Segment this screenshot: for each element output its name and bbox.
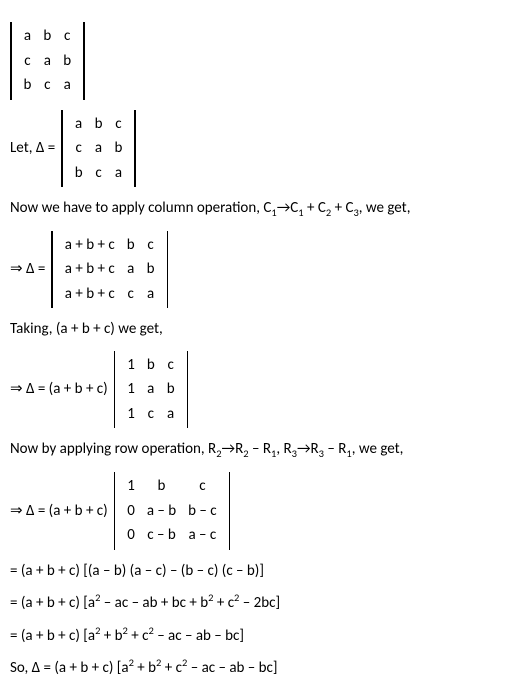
det-cell: b – c <box>182 499 222 524</box>
det-bar-right <box>187 351 189 429</box>
let-prefix: Let, Δ = <box>10 137 55 160</box>
det-cell: a <box>161 402 181 427</box>
text-row-operation: Now by applying row operation, R2→R2 – R… <box>10 438 501 462</box>
t: = (a + b + c) [a <box>10 627 95 645</box>
det-bar-right <box>134 110 136 188</box>
t: + b <box>134 659 156 677</box>
t: , we get, <box>352 440 404 458</box>
t: →R <box>297 440 319 458</box>
det-cell: a + b + c <box>59 257 121 282</box>
t: Now we have to apply column operation, C <box>10 199 271 217</box>
det-cell: c <box>161 353 181 378</box>
eq4-prefix: ⇒ Δ = (a + b + c) <box>10 500 108 523</box>
det-cell: 1 <box>121 474 141 499</box>
t: – ac – ab – bc] <box>154 627 244 645</box>
det-cell: c <box>182 474 222 499</box>
eq-after-rowop: ⇒ Δ = (a + b + c) 1 b c 0 a – b b – c 0 … <box>10 472 501 550</box>
text-column-operation: Now we have to apply column operation, C… <box>10 197 501 221</box>
expansion-2: = (a + b + c) [a2 – ac – ab + bc + b2 + … <box>10 590 501 615</box>
det-cell: c – b <box>141 523 182 548</box>
det-cell: a <box>69 112 89 137</box>
t: Now by applying row operation, R <box>10 440 216 458</box>
t: , R <box>276 440 291 458</box>
det-cell: 1 <box>121 402 141 427</box>
det-cell: b <box>89 112 109 137</box>
det-cell: b <box>57 49 77 74</box>
det-cell: b <box>141 474 182 499</box>
det-cell: b <box>161 377 181 402</box>
expansion-3: = (a + b + c) [a2 + b2 + c2 – ac – ab – … <box>10 623 501 648</box>
eq-after-colop: ⇒ Δ = a + b + c b c a + b + c a b a + b … <box>10 231 501 309</box>
det-cell: b <box>121 233 141 258</box>
det-4: 1 b c 0 a – b b – c 0 c – b a – c <box>114 472 230 550</box>
t: – ac – ab + bc + b <box>100 594 208 612</box>
t: + C <box>304 199 326 217</box>
det-cell: a <box>141 377 161 402</box>
eq3-prefix: ⇒ Δ = (a + b + c) <box>10 378 108 401</box>
det-cell: c <box>141 402 161 427</box>
t: + c <box>128 627 149 645</box>
det-cell: a – c <box>182 523 222 548</box>
det-1: a b c c a b b c a <box>61 110 136 188</box>
t: + c <box>213 594 234 612</box>
determinant-initial: a b c c a b b c a <box>10 22 501 100</box>
t: + b <box>100 627 122 645</box>
det-cell: c <box>18 49 38 74</box>
t: →R <box>222 440 244 458</box>
t: →C <box>277 199 299 217</box>
t: = (a + b + c) [a <box>10 594 95 612</box>
det-cell: b <box>108 136 128 161</box>
det-cell: a <box>18 24 38 49</box>
det-cell: a <box>57 73 77 98</box>
conclusion: So, Δ = (a + b + c) [a2 + b2 + c2 – ac –… <box>10 655 501 680</box>
t: + C <box>331 199 353 217</box>
det-cell: b <box>141 353 161 378</box>
det-cell: c <box>141 233 161 258</box>
det-0: a b c c a b b c a <box>10 22 85 100</box>
det-2: a + b + c b c a + b + c a b a + b + c c … <box>51 231 168 309</box>
det-cell: a <box>37 49 57 74</box>
det-cell: c <box>57 24 77 49</box>
det-cell: c <box>69 136 89 161</box>
det-cell: c <box>89 161 109 186</box>
det-cell: b <box>18 73 38 98</box>
det-cell: a <box>141 282 161 307</box>
t: – R <box>249 440 271 458</box>
det-cell: a – b <box>141 499 182 524</box>
t: – ac – ab – bc] <box>187 659 277 677</box>
det-cell: c <box>108 112 128 137</box>
det-bar-right <box>229 472 231 550</box>
let-equation: Let, Δ = a b c c a b b c a <box>10 110 501 188</box>
t: – 2bc] <box>239 594 280 612</box>
det-cell: a <box>121 257 141 282</box>
det-cell: c <box>37 73 57 98</box>
det-cell: b <box>141 257 161 282</box>
eq2-prefix: ⇒ Δ = <box>10 258 45 281</box>
det-3: 1 b c 1 a b 1 c a <box>114 351 188 429</box>
det-cell: a <box>108 161 128 186</box>
t: , we get, <box>359 199 411 217</box>
det-cell: c <box>121 282 141 307</box>
det-bar-right <box>83 22 85 100</box>
text-taking: Taking, (a + b + c) we get, <box>10 318 501 341</box>
det-cell: a <box>89 136 109 161</box>
expansion-1: = (a + b + c) [(a – b) (a – c) – (b – c)… <box>10 560 501 583</box>
t: + c <box>161 659 182 677</box>
det-cell: a + b + c <box>59 282 121 307</box>
det-bar-right <box>167 231 169 309</box>
eq-after-factor: ⇒ Δ = (a + b + c) 1 b c 1 a b 1 c a <box>10 351 501 429</box>
det-cell: 0 <box>121 499 141 524</box>
det-cell: 1 <box>121 377 141 402</box>
det-cell: b <box>37 24 57 49</box>
det-cell: b <box>69 161 89 186</box>
t: – R <box>324 440 346 458</box>
det-cell: 1 <box>121 353 141 378</box>
det-cell: a + b + c <box>59 233 121 258</box>
t: So, Δ = (a + b + c) [a <box>10 659 129 677</box>
det-cell: 0 <box>121 523 141 548</box>
